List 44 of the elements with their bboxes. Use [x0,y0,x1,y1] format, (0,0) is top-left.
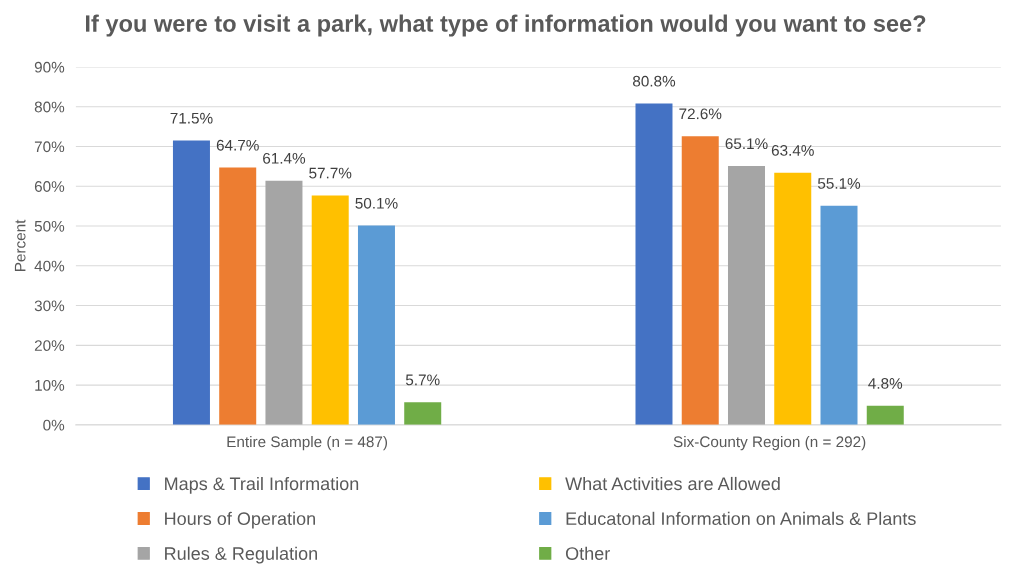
chart-title: If you were to visit a park, what type of information would you want to see? [86,14,926,37]
legend-label: Educatonal Information on Animals & Plants [566,511,916,526]
data-label: 5.7% [405,374,440,386]
bar [404,402,442,425]
data-label: 64.7% [216,139,259,151]
legend-label: Rules & Regulation [165,546,317,564]
bar [172,140,210,425]
legend-label: Hours of Operation [165,511,315,529]
bar [866,405,904,425]
data-label: 57.7% [309,167,352,179]
y-tick-label: 50% [34,220,65,232]
data-label: 4.8% [868,378,903,389]
y-tick-label: 40% [34,260,65,272]
x-tick-label: Six-County Region (n = 292) [673,435,866,451]
bar [219,167,257,425]
data-label: 61.4% [263,152,306,164]
bar [728,165,765,425]
bar [681,136,719,425]
legend-label: Maps & Trail Information [165,476,359,494]
y-tick-label: 80% [34,101,65,113]
bar [635,103,673,425]
data-label: 50.1% [355,197,398,209]
y-tick-label: 90% [34,61,65,73]
x-tick-label: Entire Sample (n = 487) [227,435,388,451]
bar [357,225,395,425]
bar [265,180,303,425]
y-axis-title: Percent [14,219,26,271]
bar [311,195,349,425]
y-tick-label: 20% [34,340,65,352]
data-label: 63.4% [771,144,814,156]
data-label: 80.8% [633,75,676,87]
y-tick-label: 70% [34,141,65,153]
data-label: 65.1% [725,138,768,150]
bar [820,205,858,425]
y-tick-label: 10% [35,379,65,391]
data-label: 71.5% [170,112,213,124]
legend-label: Other [565,546,610,560]
legend-label: What Activities are Allowed [565,476,780,491]
y-tick-label: 60% [34,181,65,192]
y-tick-label: 30% [34,300,65,312]
data-label: 55.1% [817,178,861,189]
bar [774,172,812,425]
data-label: 72.6% [679,108,722,120]
y-tick-label: 0% [43,419,65,431]
